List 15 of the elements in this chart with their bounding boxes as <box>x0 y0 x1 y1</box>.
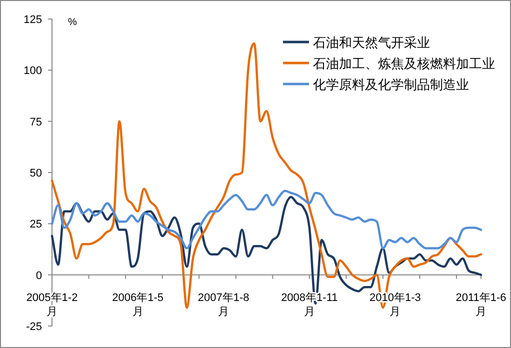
legend-label: 石油加工、炼焦及核燃料加工业 <box>313 56 495 71</box>
ytick: -25 <box>26 321 42 333</box>
legend-label: 化学原料及化学制品制造业 <box>313 77 469 92</box>
ytick: 125 <box>24 14 42 26</box>
ytick: 50 <box>30 168 42 180</box>
ytick: 25 <box>30 218 42 231</box>
xtick: 2006年1-5月 <box>112 292 164 318</box>
legend-label: 石油和天然气开采业 <box>313 35 430 50</box>
xtick: 2007年1-8月 <box>198 292 250 318</box>
ytick: 100 <box>24 65 42 78</box>
xtick: 2011年1-6月 <box>456 292 506 318</box>
ytick: 75 <box>30 116 42 128</box>
xtick: 2005年1-2月 <box>26 292 78 318</box>
ytick: 0 <box>36 270 42 282</box>
ylabel: % <box>68 17 77 28</box>
